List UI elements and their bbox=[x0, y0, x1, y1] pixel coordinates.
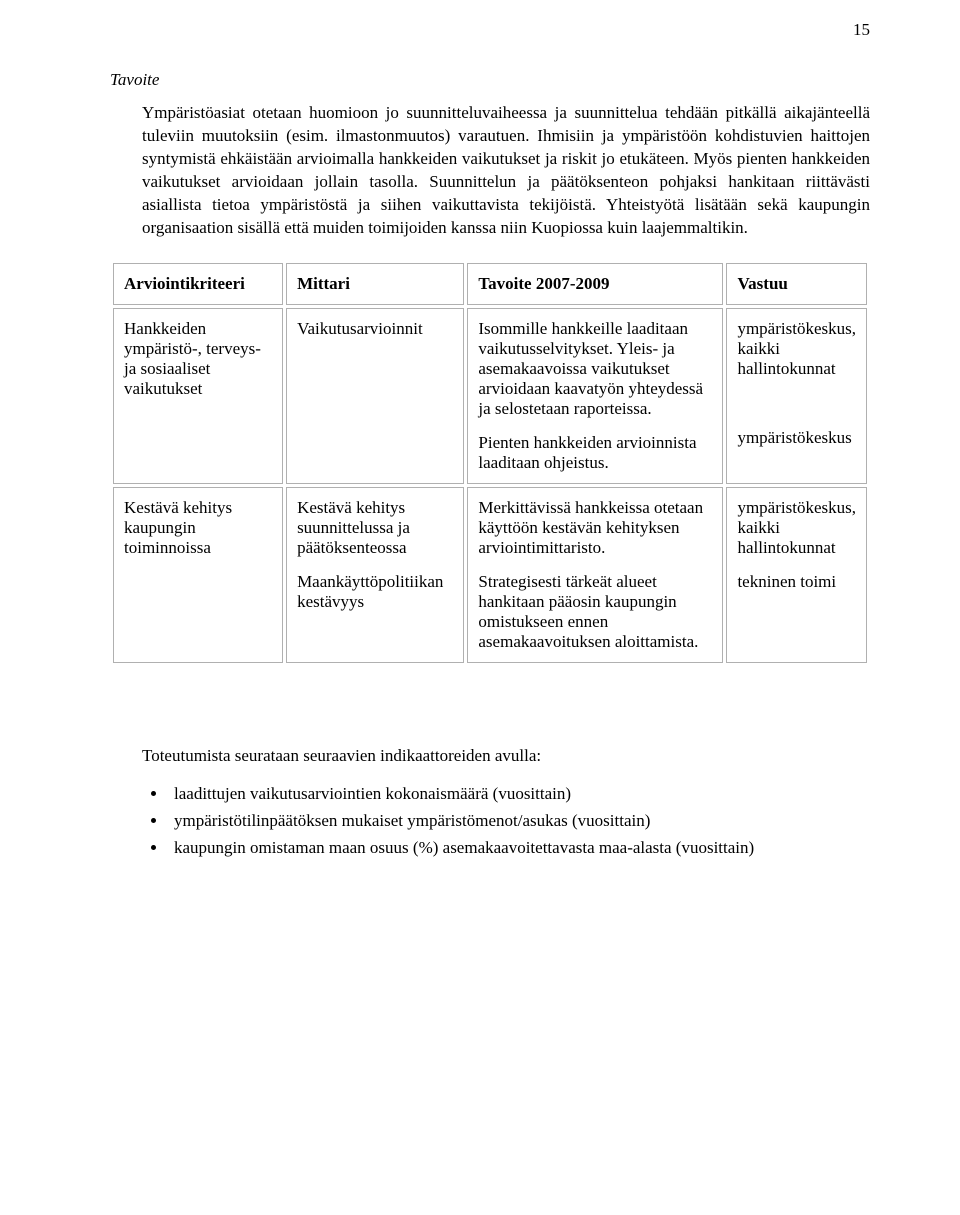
measure-text: Kestävä kehitys suunnittelussa ja päätök… bbox=[297, 498, 453, 558]
page-number: 15 bbox=[853, 20, 870, 40]
cell-target: Merkittävissä hankkeissa otetaan käyttöö… bbox=[467, 487, 723, 663]
cell-measure: Kestävä kehitys suunnittelussa ja päätök… bbox=[286, 487, 464, 663]
header-target: Tavoite 2007-2009 bbox=[467, 263, 723, 305]
list-item: laadittujen vaikutusarviointien kokonais… bbox=[168, 780, 870, 807]
measure-text: Maankäyttöpolitiikan kestävyys bbox=[297, 572, 453, 612]
intro-paragraph: Ympäristöasiat otetaan huomioon jo suunn… bbox=[142, 102, 870, 240]
section-heading: Tavoite bbox=[110, 70, 870, 90]
responsible-text: ympäristökeskus bbox=[737, 428, 856, 448]
list-item: ympäristötilinpäätöksen mukaiset ympäris… bbox=[168, 807, 870, 834]
table-row: Kestävä kehitys kaupungin toiminnoissa K… bbox=[113, 487, 867, 663]
cell-criterion: Kestävä kehitys kaupungin toiminnoissa bbox=[113, 487, 283, 663]
responsible-text: ympäristökeskus, kaikki hallintokunnat bbox=[737, 498, 856, 558]
target-text: Isommille hankkeille laaditaan vaikutuss… bbox=[478, 319, 712, 419]
table-header-row: Arviointikriteeri Mittari Tavoite 2007-2… bbox=[113, 263, 867, 305]
responsible-text: ympäristökeskus, kaikki hallintokunnat bbox=[737, 319, 856, 414]
cell-measure: Vaikutusarvioinnit bbox=[286, 308, 464, 484]
cell-target: Isommille hankkeille laaditaan vaikutuss… bbox=[467, 308, 723, 484]
cell-responsible: ympäristökeskus, kaikki hallintokunnat t… bbox=[726, 487, 867, 663]
target-text: Merkittävissä hankkeissa otetaan käyttöö… bbox=[478, 498, 712, 558]
table-row: Hankkeiden ympäristö-, terveys- ja sosia… bbox=[113, 308, 867, 484]
target-text: Pienten hankkeiden arvioinnista laaditaa… bbox=[478, 433, 712, 473]
header-responsible: Vastuu bbox=[726, 263, 867, 305]
list-item: kaupungin omistaman maan osuus (%) asema… bbox=[168, 834, 870, 861]
header-measure: Mittari bbox=[286, 263, 464, 305]
criteria-table: Arviointikriteeri Mittari Tavoite 2007-2… bbox=[110, 260, 870, 666]
header-criterion: Arviointikriteeri bbox=[113, 263, 283, 305]
cell-responsible: ympäristökeskus, kaikki hallintokunnat y… bbox=[726, 308, 867, 484]
followup-intro: Toteutumista seurataan seuraavien indika… bbox=[142, 746, 870, 766]
target-text: Strategisesti tärkeät alueet hankitaan p… bbox=[478, 572, 712, 652]
indicator-list: laadittujen vaikutusarviointien kokonais… bbox=[142, 780, 870, 862]
responsible-text: tekninen toimi bbox=[737, 572, 856, 592]
cell-criterion: Hankkeiden ympäristö-, terveys- ja sosia… bbox=[113, 308, 283, 484]
document-page: 15 Tavoite Ympäristöasiat otetaan huomio… bbox=[0, 0, 960, 1215]
